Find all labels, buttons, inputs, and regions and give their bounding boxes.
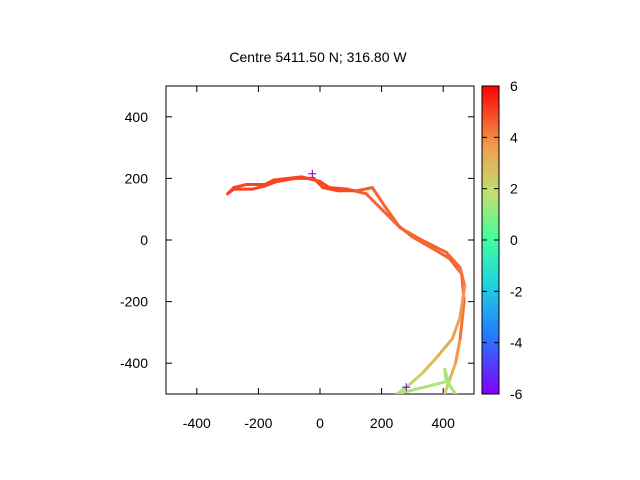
track-segment: [444, 250, 462, 270]
colorbar-tick-label: -2: [510, 283, 523, 299]
track-segment: [454, 337, 462, 365]
track-segment: [312, 176, 325, 190]
colorbar-tick-label: 2: [510, 181, 518, 197]
track-segment: [327, 186, 350, 191]
track-segment: [398, 226, 424, 242]
track-segment: [447, 383, 458, 394]
track-segment: [407, 370, 425, 387]
track-segment: [443, 367, 451, 387]
colorbar-tick-label: -4: [510, 335, 523, 351]
track-segment: [232, 183, 248, 190]
track-segment: [395, 380, 448, 394]
track-segment: [458, 284, 467, 319]
track-segment: [443, 383, 450, 394]
track-segment: [420, 238, 448, 254]
track-segment: [318, 179, 331, 190]
x-tick-label: -400: [183, 415, 211, 431]
track-segment: [370, 186, 387, 208]
colorbar-tick-label: 4: [510, 129, 518, 145]
colorbar-axis: -6 -4 -2 0 2 4 6: [482, 78, 523, 402]
track-segment: [458, 300, 466, 341]
colorbar-tick-label: 0: [510, 232, 518, 248]
y-tick-label: 0: [140, 232, 148, 248]
y-axis: -400 -200 0 200 400: [120, 109, 474, 371]
x-axis: -400 -200 0 200 400: [183, 86, 455, 431]
track-segment: [364, 192, 384, 211]
track-segment: [450, 315, 462, 341]
track-line: [226, 175, 467, 394]
track-segment: [383, 204, 402, 230]
track-segment: [275, 176, 297, 183]
track-segment: [432, 247, 451, 260]
colorbar-tick-label: 6: [510, 78, 518, 94]
track-segment: [263, 178, 276, 187]
track-segment: [250, 184, 267, 191]
y-tick-label: 400: [125, 109, 149, 125]
track-segment: [263, 179, 279, 188]
x-tick-label: 400: [432, 415, 456, 431]
track-segment: [458, 266, 467, 288]
marker-plus: [402, 383, 411, 392]
y-tick-label: -400: [120, 355, 148, 371]
track-segment: [355, 186, 374, 193]
x-tick-label: 0: [316, 415, 324, 431]
x-tick-label: -200: [244, 415, 272, 431]
colorbar-tick-label: -6: [510, 386, 523, 402]
y-tick-label: 200: [125, 170, 149, 186]
marker-plus: [308, 169, 317, 178]
track-segment: [410, 235, 436, 251]
track-segment: [421, 355, 439, 374]
chart-title: Centre 5411.50 N; 316.80 W: [229, 49, 407, 65]
plot-frame: [165, 85, 475, 395]
track-segment: [435, 337, 454, 359]
y-tick-label: -200: [120, 294, 148, 310]
markers: [308, 169, 411, 392]
x-tick-label: 200: [370, 415, 394, 431]
track-segment: [321, 186, 340, 193]
